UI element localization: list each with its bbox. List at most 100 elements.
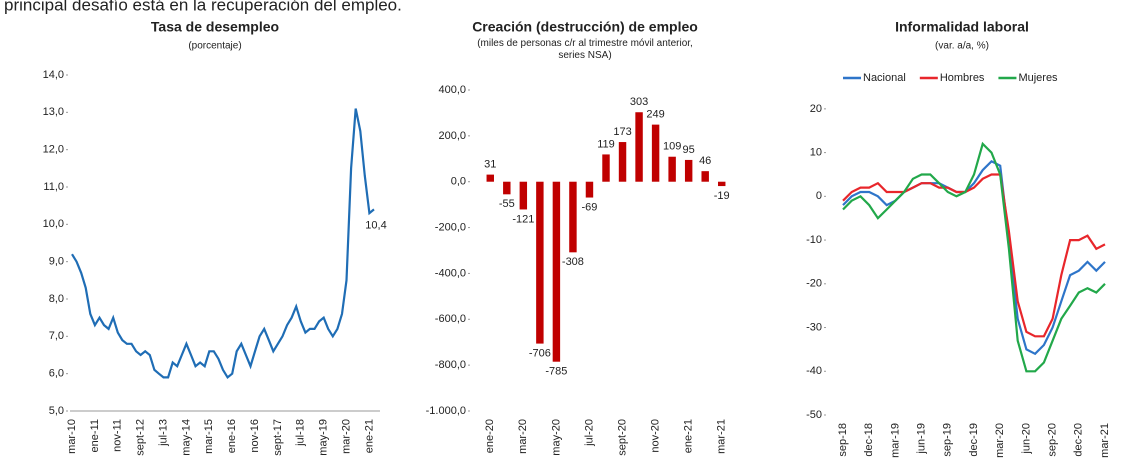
x-tick-label: jul-13 [157,419,169,447]
y-tick-label: 8,0 [49,293,64,305]
y-tick-label: -50 [806,409,822,421]
chart-subtitle: (miles de personas c/r al trimestre móvi… [477,38,693,61]
y-tick-label: 13,0 [43,106,64,118]
x-tick-label: sept-17 [272,419,284,456]
y-tick-label: 400,0 [438,84,466,96]
data-label: 95 [683,144,695,156]
bar [668,156,676,182]
x-tick-label: ene-21 [683,419,695,453]
x-tick-label: nov-16 [249,419,261,453]
data-label: 31 [484,159,496,171]
x-tick-label: ene-21 [363,419,375,453]
data-label: 303 [630,96,648,108]
x-tick-label: mar-20 [994,423,1006,458]
x-tick-label: mar-21 [716,419,728,454]
x-tick-label: sep-19 [942,423,954,457]
x-tick-label: jun-20 [1020,423,1032,455]
bar [618,142,627,182]
y-tick-label: 5,0 [49,405,64,417]
x-tick-label: may-20 [550,419,562,456]
line [842,141,1106,373]
x-tick-label: mar-20 [340,419,352,454]
bar [486,174,494,182]
y-tick-label: 12,0 [43,144,64,156]
x-tick-label: ene-20 [484,419,496,453]
y-tick-label: 20 [810,103,822,115]
y-tick-label: 11,0 [43,181,64,193]
chart-subtitle: (var. a/a, %) [935,41,989,52]
bar [635,112,643,182]
x-tick-label: jun-19 [916,423,928,455]
line [71,108,375,380]
data-label: -308 [562,256,584,268]
y-tick-label: -40 [806,365,822,377]
line [842,159,1106,356]
y-tick-label: -30 [806,321,822,333]
x-tick-label: mar-19 [889,423,901,458]
x-tick-label: jul-20 [583,419,595,447]
bar [701,171,709,182]
x-tick-label: sept-20 [616,419,628,456]
legend-label: Nacional [863,72,906,84]
subtitle-box: (miles de personas c/r al trimestre móvi… [477,38,693,61]
bar [519,181,528,210]
bar [651,124,660,182]
x-tick-label: mar-20 [517,419,529,454]
data-label: 173 [613,126,631,138]
y-tick-label: 10,0 [43,218,64,230]
y-tick-label: 0 [816,190,822,202]
x-tick-label: dec-19 [968,423,980,457]
bar [536,181,544,344]
x-tick-label: ene-16 [226,419,238,453]
x-tick-label: sept-12 [135,419,147,456]
x-tick-label: dec-20 [1073,423,1085,457]
bar [585,181,594,198]
chart-subtitle: (porcentaje) [188,41,241,52]
y-tick-label: -200,0 [435,221,466,233]
y-tick-label: -10 [806,234,822,246]
y-tick-label: 9,0 [49,256,64,268]
y-tick-label: 6,0 [49,368,64,380]
x-tick-label: sep-18 [837,423,849,457]
bar [552,181,561,362]
bar [503,181,511,195]
data-label: -69 [582,201,598,213]
y-tick-label: -600,0 [435,313,466,325]
x-tick-label: dec-18 [863,423,875,457]
data-label: -121 [512,213,534,225]
data-label: 46 [699,155,711,167]
x-tick-label: mar-10 [66,419,78,454]
y-tick-label: -800,0 [435,359,466,371]
data-label: -19 [714,190,730,202]
y-tick-label: -20 [806,278,822,290]
y-tick-label: 10 [810,147,822,159]
x-tick-label: ene-11 [89,419,101,452]
x-tick-label: nov-11 [112,419,124,452]
bar [718,181,726,187]
data-label: 119 [597,138,615,150]
x-tick-label: mar-15 [203,419,215,454]
chart-title: Creación (destrucción) de empleo [472,19,698,35]
data-label: -55 [499,198,515,210]
legend-label: Hombres [940,72,985,84]
x-tick-label: may-19 [318,419,330,456]
legend-label: Mujeres [1018,72,1058,84]
chart-title: Informalidad laboral [895,19,1029,35]
data-label: 249 [646,109,664,121]
chart-title: Tasa de desempleo [151,19,279,35]
data-label: 10,4 [365,219,386,231]
header-text: principal desafío está en la recuperació… [4,0,402,14]
line [842,173,1106,338]
y-tick-label: 7,0 [49,330,64,342]
x-tick-label: mar-21 [1099,423,1111,458]
bar [569,181,577,253]
data-label: -706 [529,347,551,359]
x-tick-label: jul-18 [295,419,307,447]
y-tick-label: 0,0 [451,176,466,188]
data-label: -785 [545,366,567,378]
x-tick-label: may-14 [180,419,192,456]
x-tick-label: sep-20 [1047,423,1059,457]
y-tick-label: 200,0 [438,130,466,142]
bar [684,159,693,182]
